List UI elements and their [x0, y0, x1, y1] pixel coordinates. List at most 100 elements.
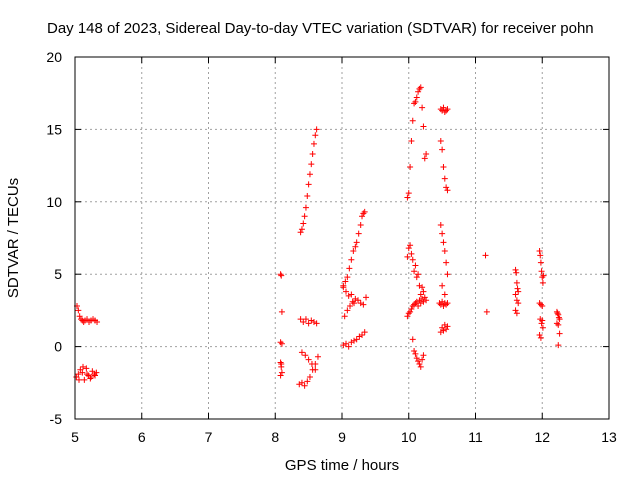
- x-tick-label: 13: [601, 429, 617, 445]
- data-point: [344, 274, 351, 281]
- data-point: [404, 313, 411, 320]
- data-point: [411, 301, 418, 308]
- data-point: [421, 155, 428, 162]
- data-point: [309, 151, 316, 158]
- data-point: [539, 279, 546, 286]
- series-seg-9-low: [340, 329, 368, 350]
- axis-ticks: 5 6 7 8 9 10 11 12 13 -5 0 5 10 15 20: [46, 49, 617, 445]
- data-point: [555, 342, 562, 349]
- data-point: [308, 161, 315, 168]
- x-tick-label: 9: [338, 429, 346, 445]
- data-point: [413, 298, 420, 305]
- data-point: [439, 146, 446, 153]
- data-point: [405, 245, 412, 252]
- data-point: [76, 376, 83, 383]
- y-tick-label: 5: [54, 266, 62, 282]
- data-point: [340, 284, 347, 291]
- data-point: [79, 369, 86, 376]
- data-point: [304, 193, 311, 200]
- data-point: [346, 265, 353, 272]
- data-point: [92, 372, 99, 379]
- data-point: [555, 314, 562, 321]
- data-point: [75, 307, 82, 314]
- data-point: [310, 318, 317, 325]
- data-point: [347, 303, 354, 310]
- data-point: [308, 317, 315, 324]
- x-tick-label: 6: [138, 429, 146, 445]
- data-point: [514, 285, 521, 292]
- data-point: [408, 305, 415, 312]
- data-point: [444, 106, 451, 113]
- data-point: [537, 252, 544, 259]
- data-point: [359, 332, 366, 339]
- data-point: [437, 301, 444, 308]
- data-point: [538, 268, 545, 275]
- data-point: [278, 308, 285, 315]
- data-point: [348, 291, 355, 298]
- data-point: [312, 360, 319, 367]
- data-point: [343, 288, 350, 295]
- data-point: [437, 221, 444, 228]
- data-point: [345, 343, 352, 350]
- series-seg-12: [536, 248, 547, 341]
- y-tick-label: 20: [46, 49, 62, 65]
- data-point: [419, 284, 426, 291]
- data-point: [408, 137, 415, 144]
- data-point: [298, 226, 305, 233]
- data-point: [536, 300, 543, 307]
- data-point: [352, 295, 359, 302]
- data-point: [408, 250, 415, 257]
- data-point: [360, 210, 367, 217]
- data-point: [278, 340, 285, 347]
- data-point: [441, 109, 448, 116]
- data-point: [309, 366, 316, 373]
- data-point: [413, 274, 420, 281]
- data-point: [420, 288, 427, 295]
- y-axis-title: SDTVAR / TECUs: [5, 178, 22, 298]
- data-point: [409, 117, 416, 124]
- data-point: [302, 204, 309, 211]
- data-point: [416, 85, 423, 92]
- data-point: [356, 333, 363, 340]
- data-point: [538, 320, 545, 327]
- data-point: [539, 303, 546, 310]
- data-point: [416, 282, 423, 289]
- data-point: [537, 301, 544, 308]
- data-point: [412, 262, 419, 269]
- data-point: [512, 307, 519, 314]
- series-seg-10-mid: [404, 242, 430, 304]
- data-point: [300, 220, 307, 227]
- data-point: [351, 337, 358, 344]
- data-point: [302, 316, 309, 323]
- data-point: [361, 208, 368, 215]
- data-point: [359, 213, 366, 220]
- data-point: [417, 300, 424, 307]
- series-seg-8-a: [277, 271, 285, 379]
- data-point: [411, 268, 418, 275]
- data-point: [513, 297, 520, 304]
- data-point: [277, 372, 284, 379]
- series-seg-10.5-low: [436, 298, 451, 336]
- data-point: [310, 140, 317, 147]
- data-point: [298, 379, 305, 386]
- data-point: [301, 213, 308, 220]
- data-point: [554, 310, 561, 317]
- data-point: [353, 239, 360, 246]
- data-point: [512, 266, 519, 273]
- data-point: [75, 371, 82, 378]
- data-point: [409, 256, 416, 263]
- data-point: [537, 334, 544, 341]
- data-point: [553, 320, 560, 327]
- series-seg-8-low: [296, 353, 321, 389]
- y-tick-label: 15: [46, 121, 62, 137]
- data-point: [361, 329, 368, 336]
- data-point: [302, 352, 309, 359]
- data-point: [441, 175, 448, 182]
- data-point: [417, 291, 424, 298]
- data-point: [80, 363, 87, 370]
- data-point: [411, 100, 418, 107]
- data-point: [407, 242, 414, 249]
- series-seg-9-mid: [340, 284, 370, 320]
- data-point: [415, 271, 422, 278]
- data-point: [412, 350, 419, 357]
